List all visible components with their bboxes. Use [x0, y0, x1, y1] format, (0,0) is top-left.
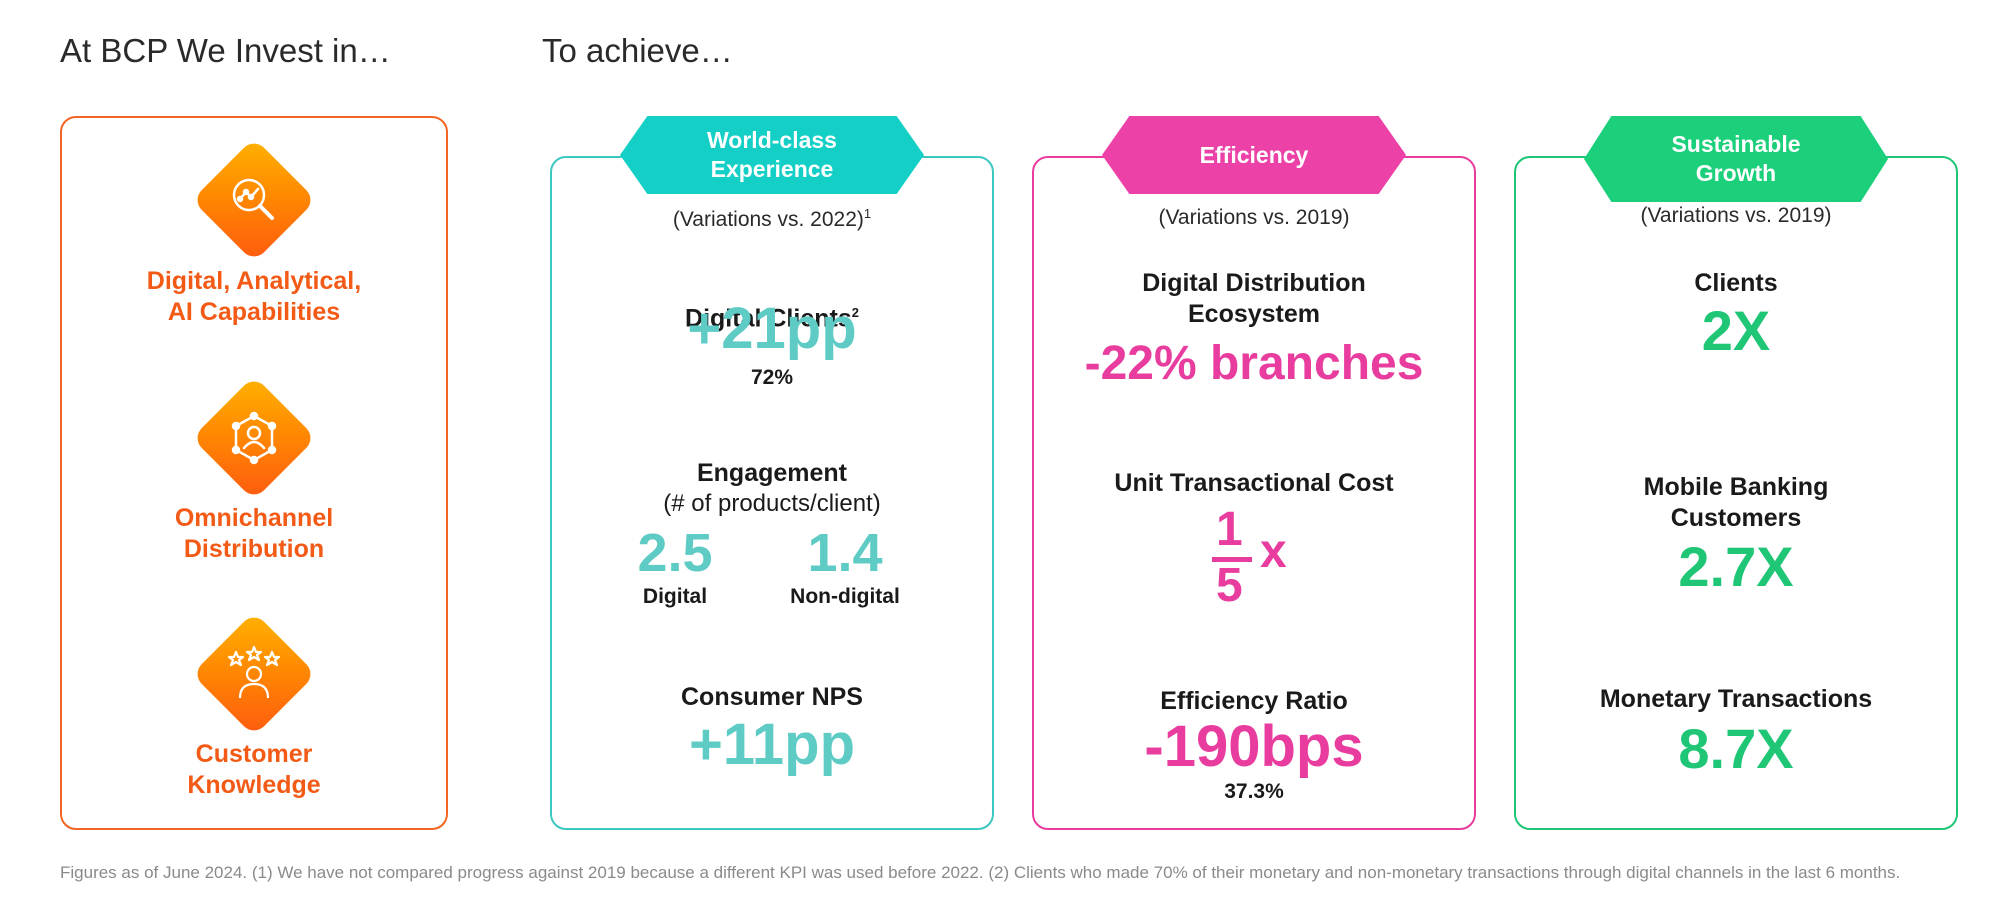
invest-label-customer: Customer Knowledge	[187, 740, 321, 799]
unit-cost-suffix: x	[1260, 525, 1287, 578]
growth-card	[1514, 156, 1958, 830]
engagement-nondigital-value: 1.4	[807, 523, 883, 583]
invest-heading: At BCP We Invest in…	[60, 32, 391, 69]
engagement-digital-value: 2.5	[637, 523, 713, 583]
achieve-heading: To achieve…	[542, 32, 733, 69]
transactions-value: 8.7X	[1678, 717, 1794, 780]
growth-header: Sustainable Growth	[1584, 116, 1888, 202]
ratio-value: -190bps	[1144, 714, 1364, 779]
analytics-search-icon	[191, 137, 317, 263]
engagement-digital-label: Digital	[642, 585, 708, 608]
unit-cost-denominator: 5	[1216, 559, 1243, 612]
footnote: Figures as of June 2024. (1) We have not…	[60, 863, 1901, 882]
clients-label: Clients	[1694, 269, 1778, 297]
unit-cost-label: Unit Transactional Cost	[1114, 469, 1394, 497]
efficiency-variation: (Variations vs. 2019)	[1158, 206, 1350, 229]
network-user-icon	[191, 375, 317, 501]
efficiency-card	[1032, 156, 1476, 830]
nps-value: +11pp	[688, 712, 856, 777]
transactions-label: Monetary Transactions	[1599, 685, 1873, 713]
unit-cost-numerator: 1	[1216, 503, 1243, 556]
experience-header: World-class Experience	[620, 116, 924, 194]
customer-stars-icon	[191, 611, 317, 737]
mobile-label: Mobile Banking Customers	[1643, 473, 1829, 532]
invest-label-digital: Digital, Analytical, AI Capabilities	[146, 267, 362, 326]
distribution-label: Digital Distribution Ecosystem	[1142, 269, 1366, 328]
engagement-sublabel: (# of products/client)	[663, 490, 881, 517]
mobile-value: 2.7X	[1678, 535, 1794, 598]
clients-value: 2X	[1701, 299, 1771, 362]
fraction-bar	[1212, 557, 1252, 562]
unit-cost-fraction: 1 5 x	[1212, 505, 1312, 615]
nps-label: Consumer NPS	[681, 683, 863, 711]
engagement-nondigital-label: Non-digital	[790, 585, 900, 608]
experience-card	[550, 156, 994, 830]
experience-variation: (Variations vs. 2022)1	[672, 206, 872, 231]
growth-variation: (Variations vs. 2019)	[1640, 204, 1832, 227]
digital-clients-sub: 72%	[750, 366, 794, 389]
digital-clients-label: Digital Clients2	[685, 304, 859, 333]
digital-clients-value: +21pp	[687, 296, 857, 361]
efficiency-header: Efficiency	[1102, 116, 1406, 194]
ratio-sub: 37.3%	[1224, 780, 1284, 803]
distribution-value: -22% branches	[1084, 337, 1424, 390]
invest-label-omnichannel: Omnichannel Distribution	[174, 504, 334, 563]
engagement-label: Engagement	[696, 459, 848, 487]
ratio-label: Efficiency Ratio	[1160, 687, 1348, 715]
